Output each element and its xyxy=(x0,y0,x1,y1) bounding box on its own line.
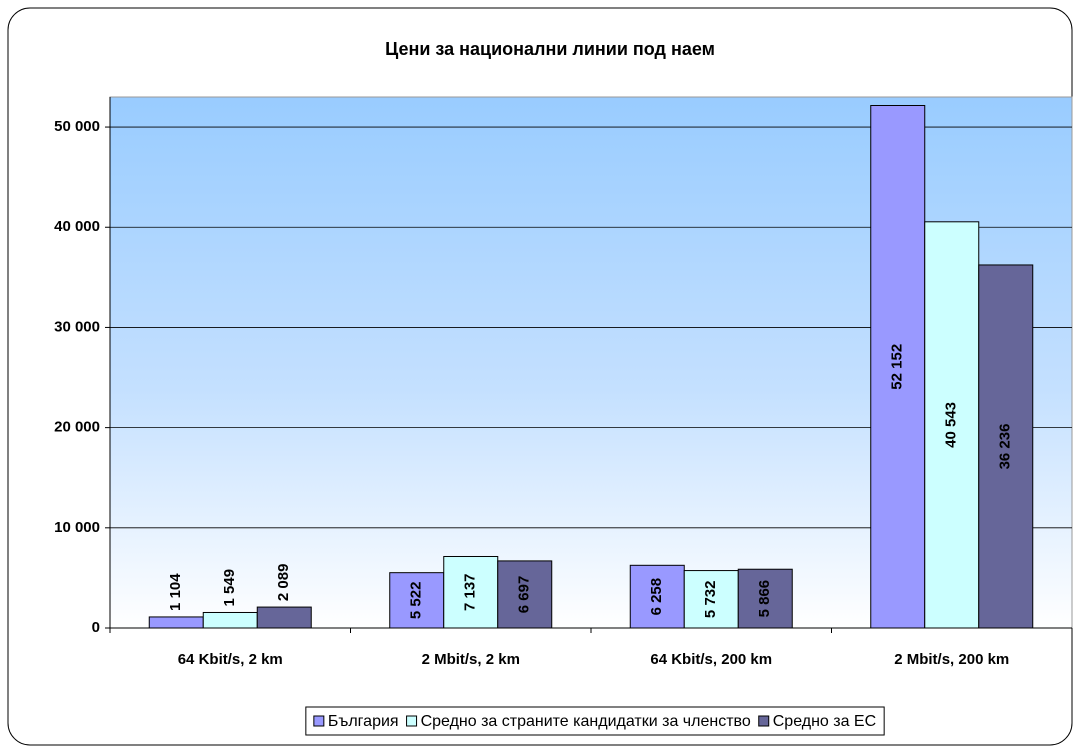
chart-title: Цени за национални линии под наем xyxy=(385,39,715,59)
bar xyxy=(737,568,793,629)
bar xyxy=(256,606,312,629)
x-tick-label: 2 Mbit/s, 200 km xyxy=(894,651,1009,668)
value-label: 2 089 xyxy=(275,564,292,602)
value-label: 36 236 xyxy=(997,424,1014,470)
value-label: 1 104 xyxy=(167,573,184,611)
bar xyxy=(924,221,980,629)
value-label: 5 866 xyxy=(756,580,773,618)
value-label: 6 258 xyxy=(648,578,665,616)
value-label: 40 543 xyxy=(943,402,960,448)
value-label: 5 522 xyxy=(408,582,425,620)
legend-swatch xyxy=(406,715,418,727)
value-label: 1 549 xyxy=(221,569,238,607)
y-tick-label: 0 xyxy=(92,619,100,636)
legend-swatch xyxy=(758,715,770,727)
legend-label: Средно за страните кандидатки за членств… xyxy=(421,713,751,730)
legend-label: България xyxy=(328,713,399,730)
bar xyxy=(148,616,204,629)
legend-label: Средно за ЕС xyxy=(773,713,876,730)
bar xyxy=(870,104,926,629)
bar xyxy=(978,264,1034,629)
legend-swatch xyxy=(313,715,325,727)
legend-box xyxy=(305,706,885,736)
value-label: 6 697 xyxy=(516,576,533,614)
x-tick-label: 2 Mbit/s, 2 km xyxy=(422,651,520,668)
y-tick-label: 50 000 xyxy=(54,118,100,135)
value-label: 7 137 xyxy=(462,573,479,611)
bar xyxy=(629,564,685,629)
value-label: 5 732 xyxy=(702,581,719,619)
bar xyxy=(443,555,499,629)
bar xyxy=(202,611,258,629)
y-tick-label: 40 000 xyxy=(54,218,100,235)
y-tick-label: 20 000 xyxy=(54,419,100,436)
value-label: 52 152 xyxy=(889,344,906,390)
bar xyxy=(497,560,553,629)
x-tick-label: 64 Kbit/s, 2 km xyxy=(178,651,283,668)
y-tick-label: 10 000 xyxy=(54,519,100,536)
y-tick-label: 30 000 xyxy=(54,318,100,335)
x-tick-label: 64 Kbit/s, 200 km xyxy=(650,651,772,668)
